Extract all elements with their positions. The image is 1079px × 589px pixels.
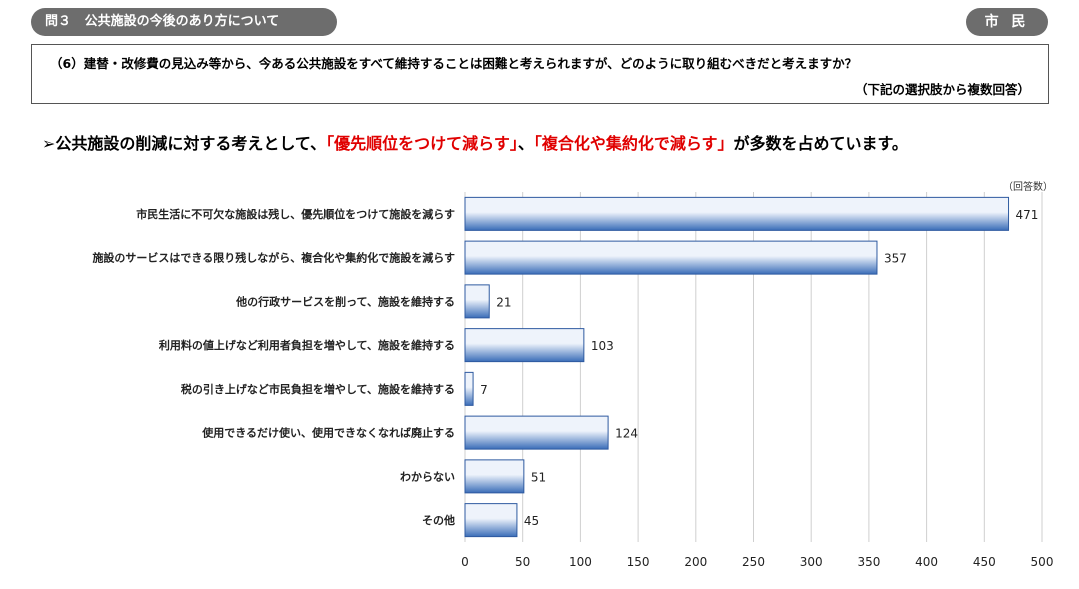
bar <box>464 371 474 406</box>
bar <box>464 240 878 275</box>
x-tick-label: 500 <box>1031 555 1054 569</box>
headline-suffix: が多数を占めています。 <box>733 134 908 153</box>
respondent-badge: 市 民 <box>966 8 1048 36</box>
bar <box>464 415 609 450</box>
data-label: 51 <box>531 470 546 484</box>
question-text: （6）建替・改修費の見込み等から、今ある公共施設をすべて維持することは困難と考え… <box>50 56 858 71</box>
summary-headline: ➢公共施設の削減に対する考えとして、「優先順位をつけて減らす」、「複合化や集約化… <box>42 130 908 154</box>
category-label: わからない <box>400 470 455 483</box>
question-header-pill: 問３ 公共施設の今後のあり方について <box>31 8 337 36</box>
data-label: 21 <box>496 295 511 309</box>
question-box: （6）建替・改修費の見込み等から、今ある公共施設をすべて維持することは困難と考え… <box>31 44 1049 104</box>
x-tick-label: 200 <box>684 555 707 569</box>
x-tick-label: 300 <box>800 555 823 569</box>
bar <box>464 328 585 363</box>
data-label: 471 <box>1016 208 1039 222</box>
bar <box>464 196 1010 231</box>
bars <box>464 196 1010 538</box>
headline-separator: 、 <box>517 134 534 153</box>
labels: 0 50 100 150 200 250 300 350 400 450 500 市民生活に不可欠な施… <box>92 207 1053 569</box>
data-label: 7 <box>480 383 488 397</box>
x-tick-label: 0 <box>461 555 469 569</box>
question-title: 公共施設の今後のあり方について <box>84 14 280 29</box>
category-label: 税の引き上げなど市民負担を増やして、施設を維持する <box>181 382 455 396</box>
data-label: 45 <box>524 514 539 528</box>
question-number: 問３ <box>45 14 72 29</box>
question-note: （下記の選択肢から複数回答） <box>854 82 1030 97</box>
x-tick-label: 250 <box>742 555 765 569</box>
x-tick-label: 100 <box>569 555 592 569</box>
category-label: 使用できるだけ使い、使用できなくなれば廃止する <box>201 426 455 440</box>
x-tick-label: 400 <box>915 555 938 569</box>
data-label: 103 <box>591 339 614 353</box>
category-label: 市民生活に不可欠な施設は残し、優先順位をつけて施設を減らす <box>136 207 455 221</box>
unit-label: （回答数） <box>1003 182 1053 193</box>
bar <box>464 503 518 538</box>
headline-prefix: ➢公共施設の削減に対する考えとして、 <box>42 134 327 153</box>
bar <box>464 284 490 319</box>
data-label: 124 <box>615 427 638 441</box>
x-tick-label: 450 <box>973 555 996 569</box>
headline-highlight-2: 「複合化や集約化で減らす」 <box>533 134 734 153</box>
category-label: 利用料の値上げなど利用者負担を増やして、施設を維持する <box>159 338 455 352</box>
category-label: 他の行政サービスを削って、施設を維持する <box>235 294 455 308</box>
x-tick-label: 50 <box>515 555 530 569</box>
data-label: 357 <box>884 252 907 266</box>
category-label: 施設のサービスはできる限り残しながら、複合化や集約化で施設を減らす <box>92 251 455 265</box>
x-tick-label: 150 <box>627 555 650 569</box>
bar <box>464 459 525 494</box>
x-tick-label: 350 <box>857 555 880 569</box>
category-label: その他 <box>422 513 455 527</box>
headline-highlight-1: 「優先順位をつけて減らす」 <box>326 134 518 153</box>
